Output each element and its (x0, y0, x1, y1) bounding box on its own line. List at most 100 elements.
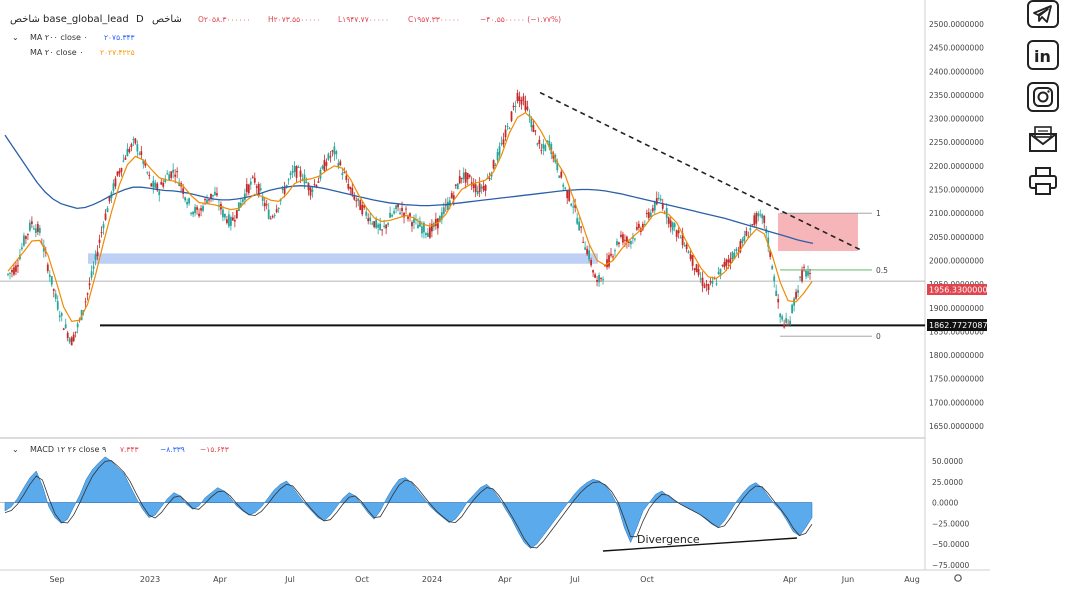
candle-body (753, 215, 756, 225)
candle-body (566, 190, 569, 199)
candle-body (723, 262, 726, 268)
price-tick-label: 2200.0000000 (929, 162, 984, 171)
candle-body (407, 216, 409, 219)
candle-body (568, 190, 571, 201)
linkedin-icon[interactable]: in (1027, 40, 1059, 70)
macd-collapse-icon[interactable]: ⌄ (12, 445, 19, 454)
candle-body (745, 231, 748, 236)
candle-body (214, 191, 216, 196)
telegram-icon[interactable] (1027, 0, 1059, 28)
candle-body (709, 281, 712, 283)
candle-body (233, 220, 236, 222)
legend-collapse-icon[interactable]: ⌄ (12, 33, 19, 42)
candle-body (586, 248, 589, 255)
candle-body (614, 250, 616, 252)
symbol-title[interactable]: شاخص base_global_lead (10, 14, 129, 25)
fib-levels[interactable]: 10.50 (780, 209, 888, 341)
candle-body (564, 187, 567, 189)
print-icon[interactable] (1027, 166, 1059, 196)
candle-body (23, 235, 25, 246)
descending-trendline[interactable] (539, 91, 861, 251)
ma200-legend-value: ۲۰۷۵.۳۴۳ (104, 33, 135, 42)
candle-body (464, 172, 467, 183)
candle-body (767, 237, 770, 247)
candle-body (367, 218, 370, 222)
divergence-line[interactable] (602, 537, 798, 552)
candle-body (608, 255, 610, 267)
candle-body (253, 177, 256, 183)
candle-body (303, 174, 306, 184)
ohlc-change: −۴۰.۵۵۰۰۰۰۰ (−۱.۷۷%) (480, 15, 561, 24)
candle-body (399, 212, 401, 215)
candle-body (52, 288, 55, 291)
candle-body (144, 161, 147, 166)
interval-label[interactable]: D (136, 14, 144, 25)
candle-body (365, 211, 368, 216)
candle-body (321, 166, 324, 169)
candle-body (446, 201, 449, 210)
fib-level-label: 0.5 (876, 266, 888, 275)
macd-axis[interactable]: 50.0000 25.0000 0.0000 −25.0000 −50.0000 −75.… (932, 457, 970, 570)
candle-body (510, 111, 513, 121)
macd-value-2: −۸.۳۳۹ (160, 445, 185, 454)
ohlc-low: L۱۹۴۷.۷۷۰۰۰۰۰ (338, 15, 389, 24)
candle-body (34, 228, 37, 233)
candle-body (506, 125, 509, 127)
candle-body (333, 146, 336, 155)
candle-body (456, 183, 459, 190)
candle-body (618, 242, 620, 245)
support-zone[interactable] (88, 253, 598, 264)
candle-body (731, 252, 734, 260)
candle-body (514, 105, 517, 107)
candle-body (484, 185, 487, 191)
candle-body (530, 118, 533, 128)
candle-body (25, 236, 27, 239)
axis-settings-icon[interactable] (954, 574, 962, 582)
instagram-icon[interactable] (1027, 82, 1059, 112)
candle-body (423, 222, 425, 233)
ma200-legend-label[interactable]: MA ۲۰۰ close ۰ (30, 33, 88, 42)
candle-body (229, 217, 232, 226)
candle-body (269, 218, 272, 220)
macd-legend-label[interactable]: MACD ۱۲ ۲۶ close ۹ (30, 445, 106, 454)
candle-body (32, 228, 35, 230)
candle-body (526, 106, 529, 110)
candle-body (498, 146, 501, 156)
ohlc-high: H۲۰۷۳.۵۵۰۰۰۰۰ (268, 15, 320, 24)
candle-body (711, 280, 714, 284)
time-tick-label: Sep (49, 575, 64, 584)
candle-body (150, 183, 153, 187)
candle-body (661, 203, 664, 209)
time-axis[interactable]: Sep 2023 Apr Jul Oct 2024 Apr Jul Oct Apr Jun Aug (49, 575, 919, 584)
ma200-line[interactable] (4, 134, 814, 245)
candle-body (556, 161, 559, 171)
candle-body (104, 213, 107, 220)
candle-body (166, 173, 169, 175)
candle-body (454, 184, 457, 186)
candle-body (357, 198, 360, 201)
candle-body (50, 276, 53, 285)
price-tick-label: 1900.0000000 (929, 304, 984, 313)
candle-body (494, 164, 497, 166)
candle-body (612, 256, 614, 258)
price-tick-label: 2150.0000000 (929, 186, 984, 195)
candle-body (665, 207, 668, 218)
macd-tick-label: 50.0000 (932, 457, 963, 466)
candle-body (363, 205, 366, 208)
candle-body (337, 163, 340, 167)
candle-body (68, 338, 71, 343)
candle-body (327, 153, 330, 160)
candle-body (594, 274, 596, 278)
ma20-legend-label[interactable]: MA ۲۰ close ۰ (30, 48, 84, 57)
candle-body (578, 221, 581, 231)
candle-body (319, 169, 322, 179)
email-icon[interactable] (1027, 124, 1059, 154)
ma20-line[interactable] (7, 111, 813, 323)
candle-body (275, 209, 278, 213)
candle-body (649, 212, 652, 217)
candle-body (749, 228, 752, 231)
resistance-box[interactable] (778, 213, 858, 252)
candle-body (600, 277, 602, 279)
candle-body (421, 226, 423, 234)
candle-body (212, 194, 214, 197)
